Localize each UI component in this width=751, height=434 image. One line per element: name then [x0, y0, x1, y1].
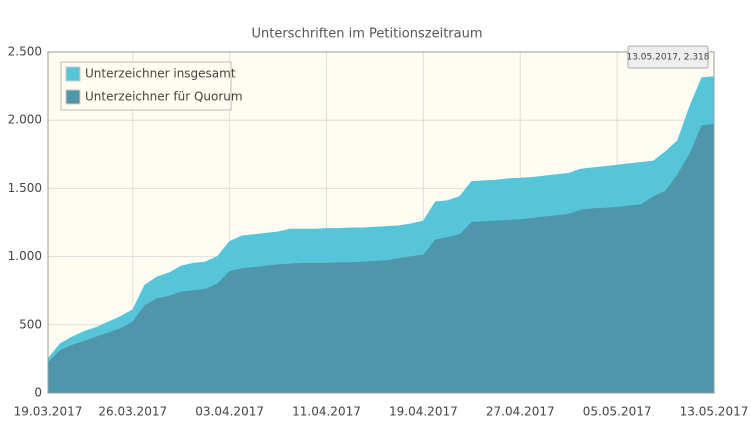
x-tick-label: 05.05.2017 — [583, 405, 652, 419]
x-tick-label: 03.04.2017 — [195, 405, 264, 419]
tooltip-text: 13.05.2017, 2.318 — [626, 53, 709, 63]
legend-box — [60, 61, 232, 111]
tooltip-box — [627, 45, 709, 69]
y-tick-label: 1.500 — [8, 181, 42, 195]
x-tick-label: 11.04.2017 — [292, 405, 361, 419]
legend-label: Unterzeichner für Quorum — [85, 90, 243, 104]
y-tick-label: 0 — [34, 386, 42, 400]
legend-swatch — [65, 66, 81, 82]
x-tick-label: 19.04.2017 — [389, 405, 458, 419]
x-tick-label: 27.04.2017 — [486, 405, 555, 419]
x-tick-label: 19.03.2017 — [14, 405, 83, 419]
y-tick-label: 500 — [19, 317, 42, 331]
y-tick-label: 2.500 — [8, 45, 42, 59]
y-tick-label: 2.000 — [8, 113, 42, 127]
legend-swatch — [65, 89, 81, 105]
x-tick-label: 13.05.2017 — [680, 405, 749, 419]
plot-frame — [47, 51, 715, 394]
chart-title: Unterschriften im Petitionszeitraum — [251, 27, 482, 42]
legend-label: Unterzeichner insgesamt — [85, 67, 236, 81]
area — [47, 123, 715, 394]
y-tick-label: 1.000 — [8, 249, 42, 263]
x-tick-label: 26.03.2017 — [98, 405, 167, 419]
